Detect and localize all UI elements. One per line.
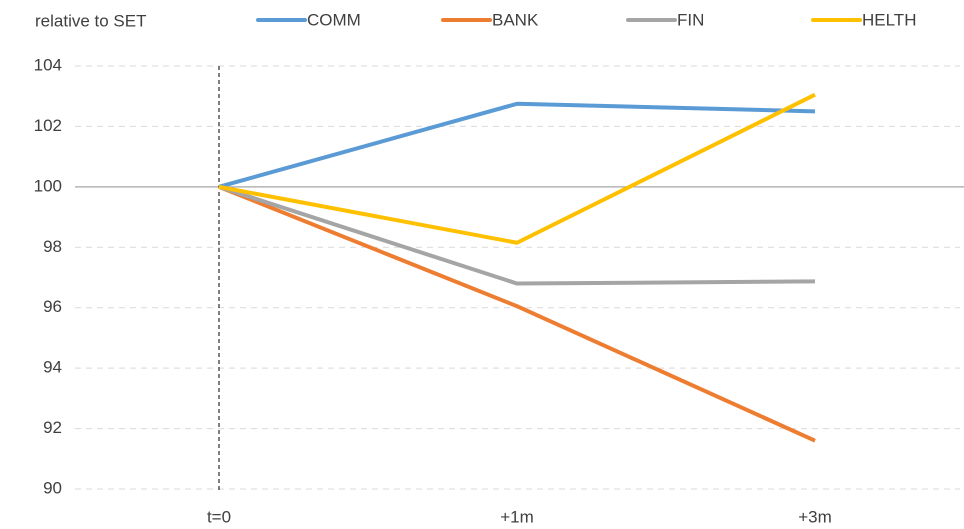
y-tick-label: 92 — [43, 418, 62, 437]
legend-label: COMM — [307, 10, 361, 29]
series-line — [218, 101, 816, 189]
series-line — [218, 185, 816, 443]
y-tick-label: 90 — [43, 478, 62, 497]
x-tick-label: +3m — [798, 507, 832, 526]
y-tick-label: 94 — [43, 358, 62, 377]
y-tick-label: 98 — [43, 237, 62, 256]
x-tick-label: t=0 — [207, 507, 231, 526]
y-tick-label: 100 — [34, 176, 62, 195]
legend-label: FIN — [677, 10, 704, 29]
x-tick-label: +1m — [500, 507, 534, 526]
y-axis-label: relative to SET — [35, 11, 147, 30]
series-line — [218, 92, 816, 245]
series-line — [218, 184, 816, 286]
y-tick-label: 102 — [34, 116, 62, 135]
y-tick-label: 96 — [43, 297, 62, 316]
y-tick-label: 104 — [34, 55, 62, 74]
legend-label: HELTH — [862, 10, 916, 29]
legend-label: BANK — [492, 10, 539, 29]
